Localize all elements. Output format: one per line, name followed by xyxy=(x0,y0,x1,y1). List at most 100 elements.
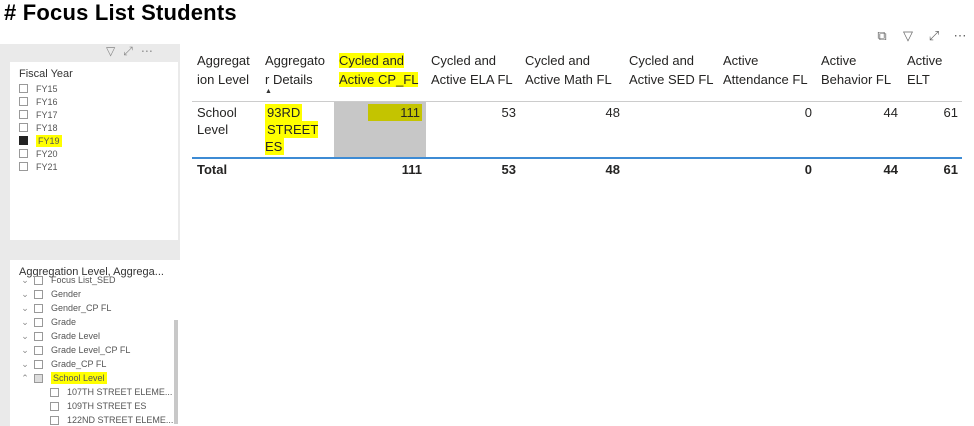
slicer-header-icons: ▽ ⤢ ⋯ xyxy=(106,44,153,59)
total-active-behavior: 44 xyxy=(883,162,898,177)
col-header-agg-level[interactable]: Aggregat ion Level xyxy=(197,53,250,87)
checkbox[interactable] xyxy=(19,97,28,106)
slicer-item-label: FY21 xyxy=(36,161,58,172)
total-cycled-math: 48 xyxy=(605,162,620,177)
slicer-item-fy21[interactable]: FY21 xyxy=(10,160,178,173)
total-cycled-ela: 53 xyxy=(501,162,516,177)
chevron-down-icon[interactable]: ⌄ xyxy=(21,274,29,285)
table-header-row: Aggregat ion Level Aggregato r Details ▲ … xyxy=(192,44,962,102)
tree-item[interactable]: ⌄ Focus List_SED xyxy=(10,273,180,287)
slicer-item-fy15[interactable]: FY15 xyxy=(10,82,178,95)
tree-item[interactable]: ⌃ School Level xyxy=(10,371,180,385)
checkbox[interactable] xyxy=(19,162,28,171)
col-header-agg-details[interactable]: Aggregato r Details ▲ xyxy=(260,44,334,102)
cell-active-attendance[interactable]: 0 xyxy=(804,105,812,120)
filter-icon[interactable]: ▽ xyxy=(903,28,913,43)
expand-icon[interactable]: ⤢ xyxy=(123,44,133,58)
cell-cycled-cp[interactable]: 111 xyxy=(334,101,426,158)
visual-header-icons: ⧉ ▽ ⤢ ⋯ xyxy=(874,28,968,44)
slicer-item-fy20[interactable]: FY20 xyxy=(10,147,178,160)
checkbox[interactable] xyxy=(34,345,43,355)
tree-item-label: School Level xyxy=(51,372,107,384)
filter-panel: Fiscal Year FY15 FY16 FY17 FY18 FY19 FY20 FY21… xyxy=(0,44,180,426)
tree-item-label: 107TH STREET ELEME... xyxy=(67,387,173,397)
checkbox[interactable] xyxy=(34,275,43,285)
expand-icon[interactable]: ⤢ xyxy=(928,28,940,43)
cell-active-elt[interactable]: 61 xyxy=(943,105,958,120)
more-icon[interactable]: ⋯ xyxy=(953,28,967,43)
slicer-scrollbar[interactable] xyxy=(174,320,178,424)
tree-item-label: Grade xyxy=(51,317,77,327)
chevron-down-icon[interactable]: ⌄ xyxy=(21,316,29,327)
slicer-item-label: FY18 xyxy=(36,122,58,133)
slicer-item-label: FY19 xyxy=(36,134,62,147)
fiscal-year-slicer-title: Fiscal Year xyxy=(19,68,73,80)
slicer-item-label: FY20 xyxy=(36,148,58,159)
cell-active-behavior[interactable]: 44 xyxy=(883,105,898,120)
cell-agg-details[interactable]: 93RD STREET ES xyxy=(265,104,319,155)
tree-item-label: 109TH STREET ES xyxy=(67,401,147,411)
checkbox[interactable] xyxy=(34,359,43,369)
chevron-down-icon[interactable]: ⌄ xyxy=(21,358,29,369)
checkbox[interactable] xyxy=(19,149,28,158)
col-header-active-elt[interactable]: Active ELT xyxy=(907,53,943,87)
checkbox[interactable] xyxy=(50,415,59,425)
cell-cycled-ela[interactable]: 53 xyxy=(501,105,516,120)
slicer-item-fy16[interactable]: FY16 xyxy=(10,95,178,108)
aggregation-slicer: Aggregation Level, Aggrega... ⌄ Focus Lis… xyxy=(10,260,180,426)
checkbox[interactable] xyxy=(19,123,28,132)
tree-item[interactable]: 109TH STREET ES xyxy=(10,399,180,413)
more-icon[interactable]: ⋯ xyxy=(140,44,153,58)
tree-item[interactable]: 122ND STREET ELEME... xyxy=(10,413,180,426)
tree-item[interactable]: ⌄ Grade Level_CP FL xyxy=(10,343,180,357)
copy-icon[interactable]: ⧉ xyxy=(877,28,887,43)
checkbox[interactable] xyxy=(50,387,59,397)
col-header-cycled-ela[interactable]: Cycled and Active ELA FL xyxy=(431,53,513,87)
table-row[interactable]: School Level 93RD STREET ES 111 53 48 0 4… xyxy=(192,101,962,159)
aggregation-slicer-title: Aggregation Level, Aggrega... xyxy=(19,266,164,278)
tree-item[interactable]: 107TH STREET ELEME... xyxy=(10,385,180,399)
checkbox[interactable] xyxy=(34,373,43,383)
tree-item[interactable]: ⌄ Grade Level xyxy=(10,329,180,343)
chevron-down-icon[interactable]: ⌄ xyxy=(21,344,29,355)
checkbox[interactable] xyxy=(34,289,43,299)
chevron-down-icon[interactable]: ⌄ xyxy=(21,288,29,299)
col-header-cycled-cp[interactable]: Cycled and Active CP_FL xyxy=(339,53,419,87)
col-header-cycled-math[interactable]: Cycled and Active Math FL xyxy=(525,53,612,87)
total-active-elt: 61 xyxy=(943,162,958,177)
chevron-down-icon[interactable]: ⌄ xyxy=(21,330,29,341)
filter-icon[interactable]: ▽ xyxy=(106,44,116,58)
col-header-active-attendance[interactable]: Active Attendance FL xyxy=(723,53,808,87)
cell-cycled-sed[interactable] xyxy=(624,102,718,159)
checkbox[interactable] xyxy=(34,331,43,341)
checkbox[interactable] xyxy=(34,317,43,327)
page-title: # Focus List Students xyxy=(4,0,237,25)
tree-item[interactable]: ⌄ Gender xyxy=(10,287,180,301)
sort-ascending-icon: ▲ xyxy=(265,88,272,95)
checkbox[interactable] xyxy=(34,303,43,313)
checkbox[interactable] xyxy=(50,401,59,411)
slicer-item-label: FY15 xyxy=(36,83,58,94)
table-total-row: Total 111 53 48 0 44 61 xyxy=(192,158,962,180)
chevron-down-icon[interactable]: ⌄ xyxy=(21,302,29,313)
total-active-attendance: 0 xyxy=(804,162,812,177)
checkbox[interactable] xyxy=(19,84,28,93)
checkbox[interactable] xyxy=(19,136,28,145)
tree-item[interactable]: ⌄ Grade_CP FL xyxy=(10,357,180,371)
tree-item-label: Grade Level_CP FL xyxy=(51,345,131,355)
slicer-item-fy17[interactable]: FY17 xyxy=(10,108,178,121)
cell-cycled-math[interactable]: 48 xyxy=(605,105,620,120)
cell-agg-level[interactable]: School Level xyxy=(197,105,237,137)
col-header-cycled-sed[interactable]: Cycled and Active SED FL xyxy=(629,53,714,87)
slicer-item-fy18[interactable]: FY18 xyxy=(10,121,178,134)
tree-item-label: Focus List_SED xyxy=(51,275,116,285)
chevron-up-icon[interactable]: ⌃ xyxy=(21,372,29,383)
matrix-table: Aggregat ion Level Aggregato r Details ▲ … xyxy=(192,44,974,180)
slicer-item-fy19[interactable]: FY19 xyxy=(10,134,178,147)
col-header-active-behavior[interactable]: Active Behavior FL xyxy=(821,53,892,87)
tree-item[interactable]: ⌄ Gender_CP FL xyxy=(10,301,180,315)
tree-item[interactable]: ⌄ Grade xyxy=(10,315,180,329)
tree-item-label: Grade Level xyxy=(51,331,101,341)
checkbox[interactable] xyxy=(19,110,28,119)
tree-item-label: Gender_CP FL xyxy=(51,303,112,313)
